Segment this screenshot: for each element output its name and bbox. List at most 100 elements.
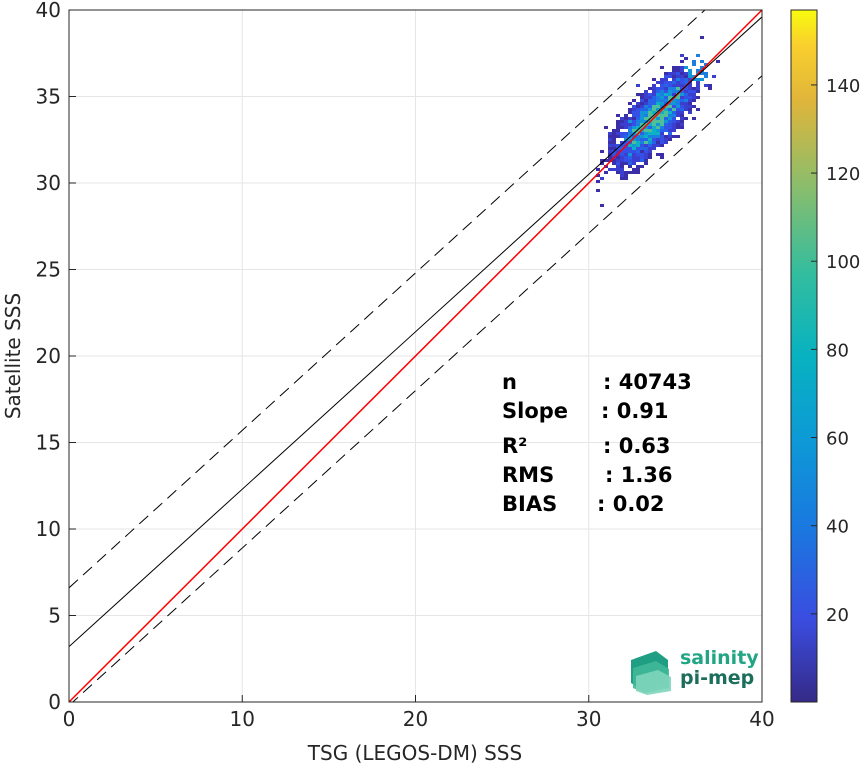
y-tick-label: 0 xyxy=(48,690,61,714)
density-cell xyxy=(596,180,600,183)
density-cell xyxy=(696,108,700,111)
density-cell xyxy=(676,105,680,108)
density-cell xyxy=(624,171,628,174)
density-cell xyxy=(668,132,672,135)
density-cell xyxy=(660,81,664,84)
density-cell xyxy=(668,96,672,99)
density-cell xyxy=(680,102,684,105)
density-cell xyxy=(680,99,684,102)
density-cell xyxy=(620,156,624,159)
density-cell xyxy=(680,96,684,99)
density-cell xyxy=(648,150,652,153)
density-cell xyxy=(668,114,672,117)
density-cell xyxy=(628,159,632,162)
density-cell xyxy=(684,57,688,60)
density-cell xyxy=(672,99,676,102)
density-cell xyxy=(660,111,664,114)
density-cell xyxy=(644,153,648,156)
density-cell xyxy=(672,114,676,117)
stat-value: : 0.02 xyxy=(597,492,665,516)
density-cell xyxy=(660,153,664,156)
density-cell xyxy=(672,72,676,75)
density-cell xyxy=(680,117,684,120)
density-cell xyxy=(680,66,684,69)
density-cell xyxy=(680,90,684,93)
wave-layers-icon xyxy=(631,651,671,695)
colorbar-tick-label: 140 xyxy=(826,76,860,97)
density-cell xyxy=(648,93,652,96)
colorbar-tick-label: 20 xyxy=(826,605,849,626)
density-cell xyxy=(664,108,668,111)
density-cell xyxy=(608,132,612,135)
density-cell xyxy=(624,138,628,141)
density-cell xyxy=(676,69,680,72)
density-cell xyxy=(676,99,680,102)
density-cell xyxy=(680,81,684,84)
density-cell xyxy=(652,96,656,99)
density-cell xyxy=(652,129,656,132)
density-cell xyxy=(668,93,672,96)
density-cell xyxy=(620,162,624,165)
density-cell xyxy=(624,126,628,129)
density-cell xyxy=(668,105,672,108)
density-cell xyxy=(640,165,644,168)
density-cell xyxy=(632,147,636,150)
density-cell xyxy=(692,96,696,99)
density-cell xyxy=(664,126,668,129)
colorbar-tick-label: 100 xyxy=(826,252,860,273)
y-tick-label: 10 xyxy=(36,517,61,541)
density-cell xyxy=(636,114,640,117)
density-cell xyxy=(632,162,636,165)
density-cell xyxy=(652,84,656,87)
density-cell xyxy=(632,99,636,102)
density-cell xyxy=(596,168,600,171)
density-cell xyxy=(652,90,656,93)
density-cell xyxy=(632,150,636,153)
density-cell xyxy=(664,114,668,117)
density-cell xyxy=(616,156,620,159)
colorbar-frame xyxy=(790,9,818,703)
density-cell xyxy=(640,111,644,114)
density-cell xyxy=(636,150,640,153)
density-cell xyxy=(680,75,684,78)
density-cell xyxy=(624,141,628,144)
density-cell xyxy=(656,111,660,114)
density-cell xyxy=(616,132,620,135)
density-cell xyxy=(668,138,672,141)
density-cell xyxy=(684,105,688,108)
density-cell xyxy=(688,93,692,96)
density-cell xyxy=(624,153,628,156)
density-cell xyxy=(672,87,676,90)
density-cell xyxy=(676,90,680,93)
density-cell xyxy=(676,87,680,90)
density-cell xyxy=(704,75,708,78)
density-cell xyxy=(624,147,628,150)
density-cell xyxy=(672,75,676,78)
density-cell xyxy=(652,120,656,123)
density-cell xyxy=(696,90,700,93)
axis-ticks: 0 10 20 30 40 0 5 10 15 20 25 30 35 40 xyxy=(36,0,775,731)
density-cell xyxy=(636,129,640,132)
stats-box: n: 40743 Slope: 0.91 R²: 0.63 RMS: 1.36 BIAS… xyxy=(502,370,692,516)
density-cell xyxy=(696,69,700,72)
density-cell xyxy=(688,108,692,111)
salinity-pimep-logo: salinity pi-mep xyxy=(631,647,759,695)
density-cell xyxy=(656,81,660,84)
density-cell xyxy=(680,87,684,90)
density-cell xyxy=(676,84,680,87)
density-cell xyxy=(704,72,708,75)
density-cell xyxy=(660,105,664,108)
density-cell xyxy=(652,147,656,150)
density-cell xyxy=(688,111,692,114)
density-cell xyxy=(600,150,604,153)
density-cell xyxy=(628,156,632,159)
density-cell xyxy=(624,123,628,126)
density-cell xyxy=(664,111,668,114)
density-cell xyxy=(668,117,672,120)
stat-value: : 1.36 xyxy=(605,463,673,487)
density-cell xyxy=(616,168,620,171)
density-cell xyxy=(624,177,628,180)
density-cell xyxy=(636,84,640,87)
density-cell xyxy=(640,159,644,162)
density-cell xyxy=(664,87,668,90)
